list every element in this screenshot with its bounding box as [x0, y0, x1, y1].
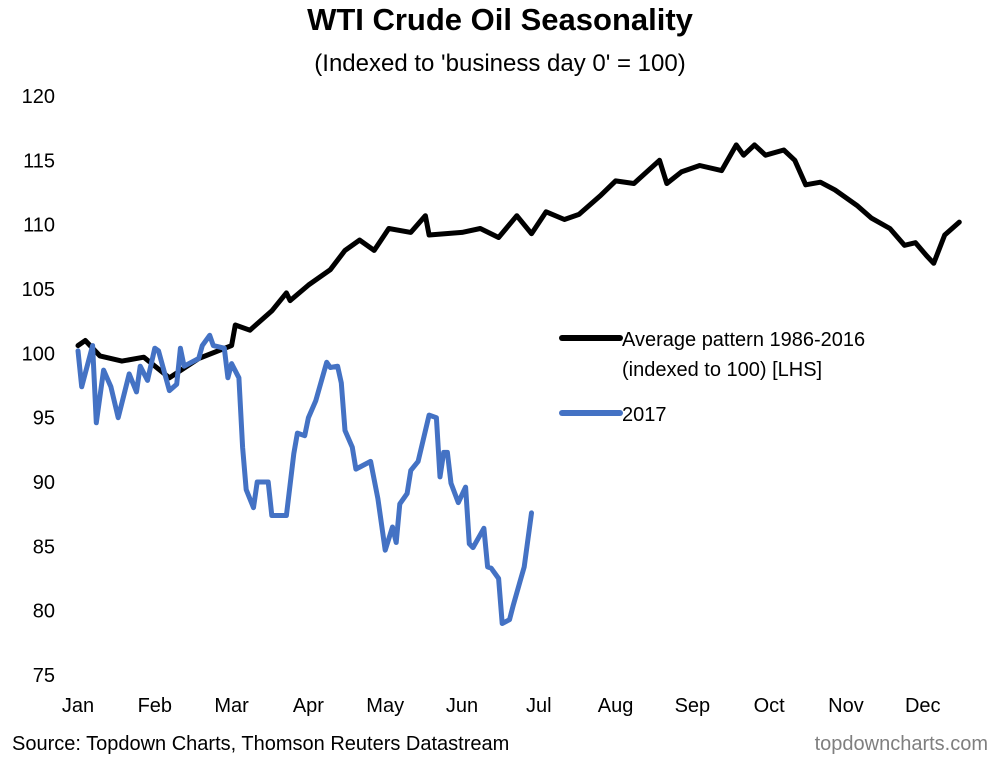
y-tick-label: 120: [22, 86, 55, 108]
x-tick-label: Feb: [138, 695, 172, 717]
y-tick-label: 85: [33, 536, 55, 558]
legend-label-average: Average pattern 1986-2016: [622, 329, 865, 351]
x-tick-label: Apr: [293, 695, 324, 717]
y-tick-label: 105: [22, 279, 55, 301]
x-tick-label: Nov: [828, 695, 864, 717]
series-line-average: [75, 142, 962, 381]
y-tick-label: 110: [23, 215, 55, 237]
x-tick-label: Jul: [526, 695, 552, 717]
y-tick-label: 90: [33, 472, 55, 494]
y-tick-label: 80: [33, 601, 55, 623]
y-tick-label: 75: [33, 665, 55, 687]
brand-watermark: topdowncharts.com: [814, 733, 988, 755]
x-tick-label: Oct: [754, 695, 786, 717]
series-line-2017: [75, 332, 534, 626]
chart-subtitle: (Indexed to 'business day 0' = 100): [314, 50, 686, 77]
y-tick-label: 100: [22, 343, 55, 365]
chart-title: WTI Crude Oil Seasonality: [307, 2, 693, 37]
x-tick-label: Sep: [675, 695, 711, 717]
x-tick-label: Mar: [214, 695, 249, 717]
x-tick-label: Dec: [905, 695, 941, 717]
x-tick-label: May: [366, 695, 404, 717]
x-tick-label: Jan: [62, 695, 94, 717]
source-note: Source: Topdown Charts, Thomson Reuters …: [12, 733, 510, 755]
legend-label-2017: 2017: [622, 404, 667, 426]
y-tick-label: 95: [33, 408, 55, 430]
y-tick-label: 115: [23, 150, 55, 172]
legend-label-average-line2: (indexed to 100) [LHS]: [622, 359, 822, 381]
x-tick-label: Jun: [446, 695, 478, 717]
x-tick-label: Aug: [598, 695, 634, 717]
